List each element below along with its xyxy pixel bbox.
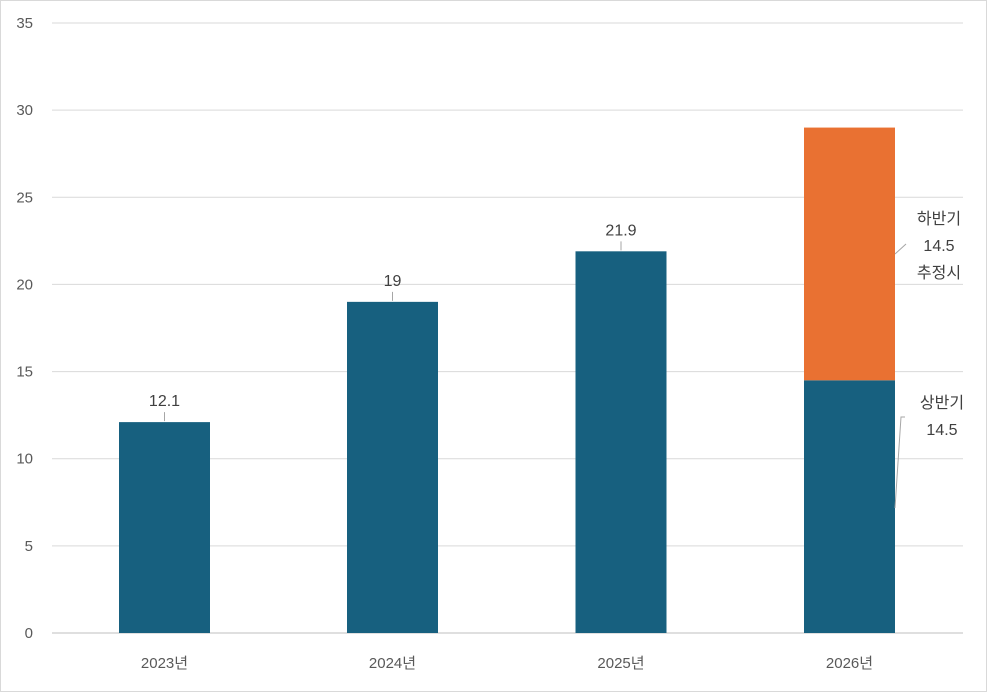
annotation-h2-value: 14.5 — [923, 238, 954, 255]
y-tick-label: 10 — [16, 451, 33, 468]
annotation-h2-label: 하반기 — [917, 210, 961, 228]
y-tick-label: 30 — [16, 102, 33, 119]
bar-segment — [119, 422, 210, 633]
annotation-h2-note: 추정시 — [917, 264, 961, 282]
annotation-h1-value: 14.5 — [926, 422, 957, 439]
x-tick-label: 2024년 — [369, 655, 416, 672]
bar-segment — [575, 251, 667, 634]
annotation-h2-leader — [894, 243, 907, 255]
bar-segment — [804, 380, 895, 633]
y-tick-label: 15 — [16, 364, 33, 381]
annotation-h1: 상반기 14.5 — [894, 394, 964, 509]
bar-segment — [347, 301, 438, 633]
y-tick-label: 5 — [25, 538, 33, 555]
y-tick-label: 20 — [16, 276, 33, 293]
y-axis-ticks: 0 5 10 15 20 25 30 35 — [16, 15, 33, 642]
bars — [119, 127, 895, 634]
data-labels: 12.1 19 21.9 — [149, 222, 637, 422]
x-tick-label: 2023년 — [141, 655, 188, 672]
data-label: 12.1 — [149, 393, 180, 410]
data-label: 21.9 — [605, 222, 636, 239]
x-axis-ticks: 2023년 2024년 2025년 2026년 — [141, 655, 873, 672]
bar-segment — [804, 127, 895, 381]
data-label: 19 — [384, 273, 402, 290]
y-tick-label: 35 — [16, 15, 33, 32]
x-tick-label: 2025년 — [597, 655, 644, 672]
y-tick-label: 0 — [25, 625, 33, 642]
y-tick-label: 25 — [16, 189, 33, 206]
annotation-h1-label: 상반기 — [920, 394, 964, 412]
annotation-h2: 하반기 14.5 추정시 — [894, 210, 961, 282]
annotation-h1-leader — [894, 416, 905, 509]
x-tick-label: 2026년 — [826, 655, 873, 672]
